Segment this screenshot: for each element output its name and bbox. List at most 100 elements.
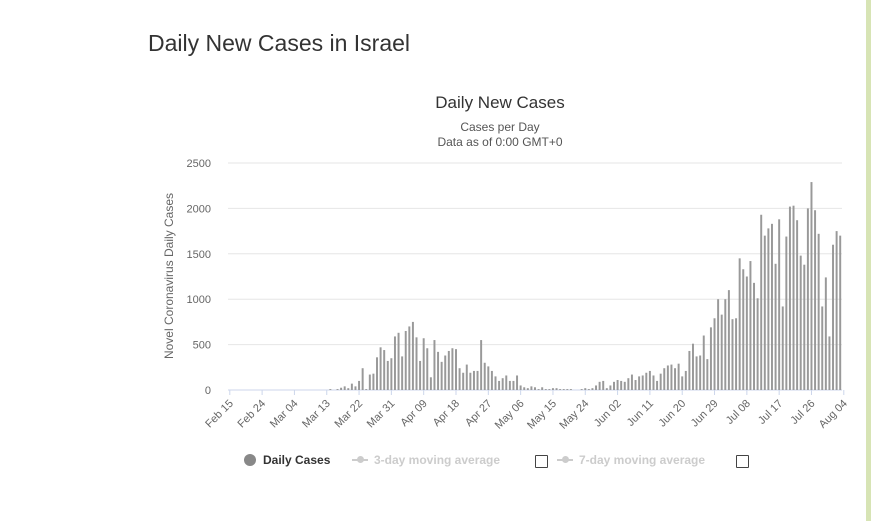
bar[interactable]	[595, 385, 598, 390]
bar[interactable]	[422, 338, 425, 390]
bar[interactable]	[462, 372, 465, 390]
bar[interactable]	[666, 365, 669, 390]
bar[interactable]	[584, 388, 587, 390]
bar[interactable]	[361, 368, 364, 390]
bar[interactable]	[379, 347, 382, 390]
bar[interactable]	[566, 389, 569, 390]
bar[interactable]	[444, 355, 447, 391]
3-day-average-checkbox[interactable]	[535, 455, 548, 468]
bar[interactable]	[806, 208, 809, 390]
bar[interactable]	[648, 370, 651, 390]
bar[interactable]	[785, 236, 788, 390]
bar[interactable]	[774, 263, 777, 390]
bar[interactable]	[591, 388, 594, 390]
bar[interactable]	[771, 223, 773, 390]
bar[interactable]	[569, 389, 572, 390]
bar[interactable]	[534, 387, 536, 390]
bar[interactable]	[433, 340, 436, 390]
bar[interactable]	[451, 348, 454, 390]
bar[interactable]	[799, 255, 802, 390]
bar[interactable]	[641, 375, 644, 390]
bar[interactable]	[753, 282, 756, 390]
bar[interactable]	[336, 389, 339, 390]
bar[interactable]	[713, 318, 716, 390]
bar[interactable]	[828, 336, 831, 390]
bar[interactable]	[609, 385, 612, 390]
bar[interactable]	[551, 388, 554, 390]
bar[interactable]	[745, 276, 748, 391]
bar[interactable]	[455, 349, 457, 390]
bar[interactable]	[390, 358, 393, 390]
bar[interactable]	[354, 386, 357, 390]
bar[interactable]	[602, 380, 605, 390]
bar[interactable]	[555, 388, 558, 390]
bar[interactable]	[742, 269, 745, 390]
bar[interactable]	[383, 350, 386, 390]
bar[interactable]	[735, 318, 738, 390]
bar[interactable]	[731, 319, 734, 390]
bar[interactable]	[372, 373, 375, 390]
bar[interactable]	[530, 386, 533, 390]
bar[interactable]	[738, 258, 741, 390]
bar[interactable]	[472, 370, 475, 390]
bar[interactable]	[404, 330, 407, 390]
bar[interactable]	[501, 378, 504, 390]
bar[interactable]	[476, 370, 479, 390]
bar[interactable]	[523, 387, 526, 390]
7-day-average-checkbox[interactable]	[736, 455, 749, 468]
bar[interactable]	[544, 389, 547, 390]
bar[interactable]	[526, 388, 529, 390]
bar[interactable]	[429, 377, 432, 390]
bar[interactable]	[627, 378, 630, 390]
bar[interactable]	[516, 375, 519, 390]
bar[interactable]	[548, 389, 551, 390]
bar[interactable]	[663, 368, 666, 390]
bar[interactable]	[483, 362, 486, 390]
bar[interactable]	[616, 380, 619, 390]
bar[interactable]	[401, 356, 404, 390]
bar[interactable]	[505, 375, 508, 390]
bar[interactable]	[494, 376, 497, 390]
bar[interactable]	[749, 261, 752, 390]
bar[interactable]	[656, 380, 659, 390]
bar[interactable]	[652, 375, 655, 390]
bar[interactable]	[821, 306, 824, 390]
bar[interactable]	[559, 389, 562, 390]
bar[interactable]	[562, 389, 565, 390]
bar[interactable]	[810, 182, 813, 390]
bar[interactable]	[587, 389, 590, 390]
bar[interactable]	[386, 360, 389, 390]
bar[interactable]	[487, 366, 490, 390]
bar[interactable]	[756, 298, 759, 390]
bar[interactable]	[692, 343, 694, 390]
bar[interactable]	[598, 381, 601, 390]
bar[interactable]	[519, 385, 522, 390]
bar[interactable]	[368, 374, 371, 390]
bar[interactable]	[763, 235, 766, 390]
bar[interactable]	[419, 360, 422, 390]
bar[interactable]	[699, 355, 702, 391]
bar[interactable]	[706, 359, 709, 390]
bar[interactable]	[393, 336, 396, 390]
bar[interactable]	[724, 299, 727, 390]
bar[interactable]	[458, 368, 461, 390]
bar[interactable]	[760, 214, 763, 390]
bar[interactable]	[426, 348, 429, 390]
bar[interactable]	[817, 233, 820, 390]
bar[interactable]	[340, 387, 343, 390]
bar[interactable]	[343, 386, 346, 390]
bar[interactable]	[508, 380, 511, 390]
bar[interactable]	[541, 387, 544, 390]
bar[interactable]	[796, 220, 799, 390]
bar[interactable]	[835, 231, 838, 390]
bar[interactable]	[684, 370, 687, 390]
bar[interactable]	[397, 332, 400, 390]
bar[interactable]	[659, 373, 662, 390]
bar[interactable]	[688, 350, 691, 390]
bar[interactable]	[674, 368, 677, 390]
bar[interactable]	[681, 376, 684, 390]
bar[interactable]	[839, 235, 842, 390]
bar[interactable]	[465, 364, 468, 390]
bar[interactable]	[376, 357, 378, 390]
bar[interactable]	[677, 363, 680, 390]
